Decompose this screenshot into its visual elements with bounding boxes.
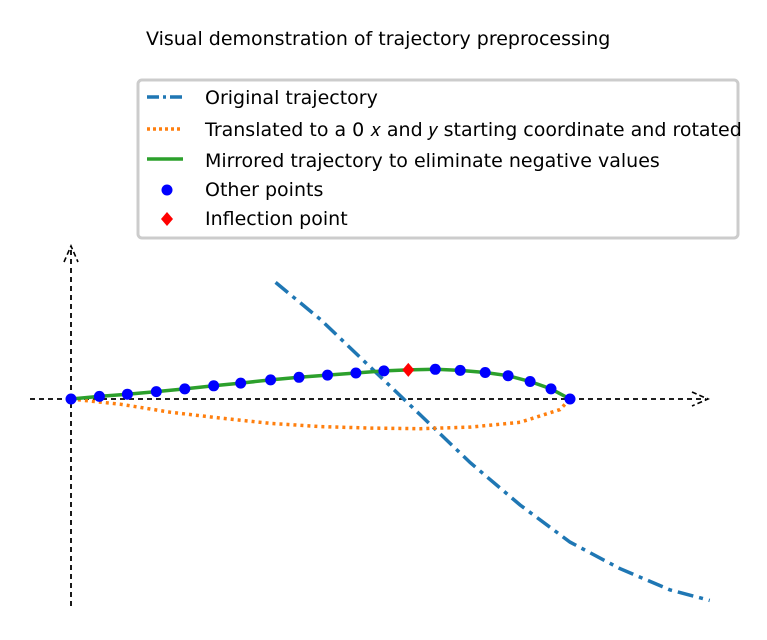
- other-point-0: [65, 393, 77, 405]
- legend-label-inflection-point: Inflection point: [205, 208, 348, 230]
- legend-swatch-inflection-point: [161, 212, 173, 226]
- legend-label-other-points: Other points: [205, 179, 323, 201]
- other-point-11: [378, 365, 390, 377]
- other-point-13: [454, 364, 466, 376]
- legend-label-original: Original trajectory: [205, 87, 378, 109]
- y-axis-arrow: [63, 244, 79, 263]
- other-point-7: [265, 374, 277, 386]
- other-point-17: [545, 383, 557, 395]
- legend-label-mirrored: Mirrored trajectory to eliminate negativ…: [205, 150, 660, 172]
- markers-layer: [65, 362, 576, 405]
- other-point-4: [179, 383, 191, 395]
- other-point-9: [322, 369, 333, 381]
- other-point-2: [121, 388, 133, 400]
- other-point-5: [208, 380, 220, 392]
- other-point-15: [502, 370, 514, 382]
- series-line-0: [274, 281, 711, 603]
- other-point-12: [429, 363, 441, 375]
- series-line-2: [70, 367, 571, 401]
- other-point-18: [564, 393, 576, 405]
- other-point-1: [93, 390, 105, 402]
- series-layer: [70, 281, 711, 603]
- other-point-14: [479, 367, 491, 378]
- other-point-16: [524, 376, 536, 387]
- other-point-10: [350, 367, 362, 379]
- chart-title: Visual demonstration of trajectory prepr…: [146, 28, 610, 50]
- legend-swatch-other-points: [161, 184, 173, 196]
- legend-label-translated: Translated to a 0 𝑥 and 𝑦 starting coord…: [204, 119, 742, 141]
- legend-box: [136, 78, 740, 240]
- other-point-6: [235, 377, 247, 389]
- other-point-8: [293, 371, 305, 383]
- legend: Original trajectory Translated to a 0 𝑥 …: [136, 78, 742, 240]
- x-axis-arrow: [691, 391, 710, 407]
- axes: [30, 244, 710, 606]
- other-point-3: [150, 386, 162, 398]
- series-line-1: [70, 397, 572, 431]
- inflection-point-marker: [402, 362, 415, 377]
